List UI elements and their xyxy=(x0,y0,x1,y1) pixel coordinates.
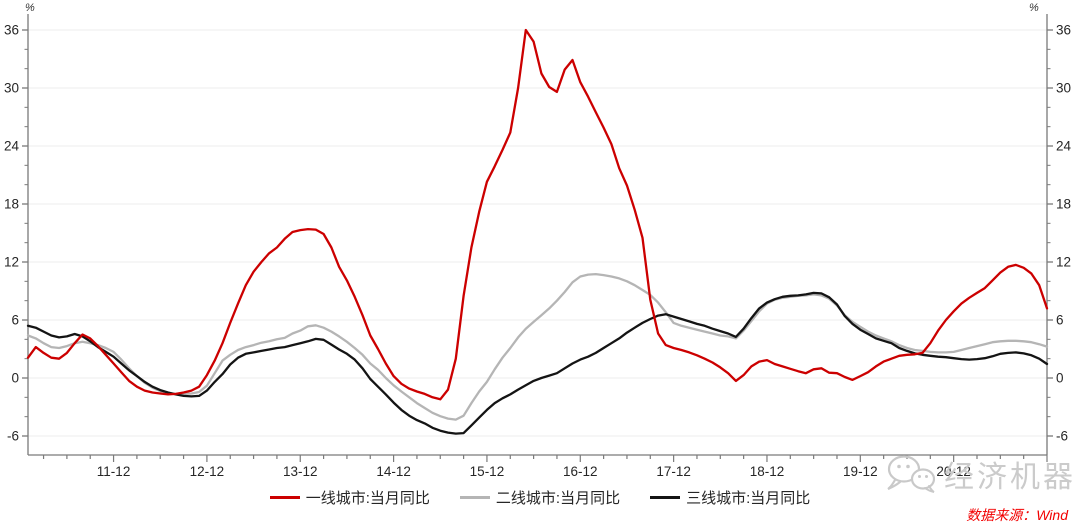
y-axis-unit-right: % xyxy=(1029,2,1039,14)
y-tick-label: 0 xyxy=(1056,371,1064,386)
y-tick-label: 30 xyxy=(4,81,19,96)
y-tick-label: 18 xyxy=(1056,197,1071,212)
legend-label-tier3: 三线城市:当月同比 xyxy=(686,490,811,507)
y-tick-label: 24 xyxy=(4,139,20,154)
x-tick-label: 18-12 xyxy=(750,464,785,478)
y-tick-label: 36 xyxy=(4,23,19,38)
x-tick-label: 15-12 xyxy=(470,464,505,478)
legend-swatch-tier3 xyxy=(650,496,681,499)
legend-item-tier3: 三线城市:当月同比 xyxy=(650,487,810,508)
legend-label-tier2: 二线城市:当月同比 xyxy=(495,490,621,507)
x-tick-label: 17-12 xyxy=(656,464,691,478)
x-tick-label: 16-12 xyxy=(563,464,598,478)
legend-swatch-tier1 xyxy=(269,496,300,499)
y-tick-label: 36 xyxy=(1056,23,1071,38)
x-tick-label: 20-12 xyxy=(936,464,971,478)
line-chart-canvas: -6 -6 0 0 6 6 12 12 18 18 24 24 30 30 36 36 11-12 12-12 13… xyxy=(4,14,1072,479)
y-tick-label: -6 xyxy=(1056,429,1068,444)
y-tick-label: 6 xyxy=(11,313,19,328)
series-line-tier3 xyxy=(26,291,1049,435)
series-line-tier1 xyxy=(26,28,1049,401)
x-tick-label: 11-12 xyxy=(97,464,131,478)
x-tick-label: 13-12 xyxy=(283,464,318,478)
legend-swatch-tier2 xyxy=(459,496,490,499)
legend-label-tier1: 一线城市:当月同比 xyxy=(305,490,430,507)
series-line-tier2 xyxy=(26,272,1049,421)
y-tick-label: 18 xyxy=(4,197,19,212)
y-tick-label: 12 xyxy=(4,255,19,270)
y-tick-label: -6 xyxy=(7,429,19,444)
x-tick-label: 19-12 xyxy=(843,464,878,478)
legend: 一线城市:当月同比 二线城市:当月同比 三线城市:当月同比 xyxy=(0,487,1080,508)
legend-item-tier1: 一线城市:当月同比 xyxy=(269,487,430,508)
y-tick-label: 30 xyxy=(1056,81,1071,96)
legend-item-tier2: 二线城市:当月同比 xyxy=(459,487,621,508)
y-axis-unit-left: % xyxy=(25,2,35,14)
x-tick-label: 14-12 xyxy=(376,464,411,478)
y-tick-label: 24 xyxy=(1056,139,1072,154)
y-tick-label: 6 xyxy=(1056,313,1064,328)
data-source-note: 数据来源：Wind xyxy=(966,507,1068,523)
x-tick-label: 12-12 xyxy=(190,464,225,478)
y-tick-label: 12 xyxy=(1056,255,1071,270)
y-tick-label: 0 xyxy=(11,371,19,386)
